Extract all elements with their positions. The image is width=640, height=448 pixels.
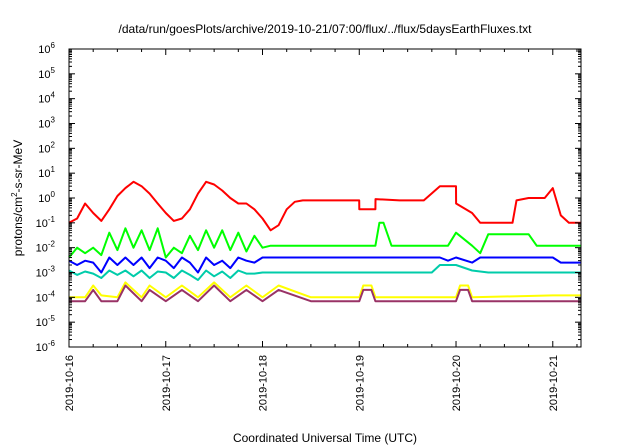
x-axis: 2019-10-16 2019-10-17 2019-10-18 2019-10-19…: [64, 49, 578, 411]
x-axis-label: Coordinated Universal Time (UTC): [233, 431, 417, 445]
y-tick-label: 10-2: [36, 240, 56, 255]
y-tick-label: 10-3: [36, 265, 56, 280]
y-tick-label: 103: [38, 116, 55, 131]
y-tick-label: 105: [38, 66, 55, 81]
series-line-2: [68, 256, 581, 274]
x-tick-label: 2019-10-16: [64, 355, 76, 411]
y-tick-label: 10-5: [36, 314, 56, 329]
y-tick-label: 10-1: [36, 215, 56, 230]
series-line-3: [68, 264, 581, 281]
series-line-4: [69, 281, 581, 299]
series-line-1: [68, 221, 581, 259]
y-tick-label: 10-4: [36, 289, 56, 304]
y-tick-label: 10-6: [36, 339, 56, 354]
series-line-5: [69, 284, 581, 303]
x-tick-label: 2019-10-21: [548, 355, 560, 411]
series-layer: [68, 180, 581, 303]
x-tick-label: 2019-10-18: [258, 355, 270, 411]
y-tick-label: 100: [38, 190, 55, 205]
y-tick-label: 104: [38, 91, 55, 106]
plot-frame: [68, 48, 582, 348]
series-line-0: [68, 180, 581, 232]
y-axis: 10-6 10-5 10-4 10-3 10-2 10-1 100 101 102 103 104 1…: [36, 41, 581, 354]
y-tick-label: 101: [38, 165, 55, 180]
y-axis-label: protons/cm2-s-sr-MeV: [10, 140, 25, 256]
x-tick-label: 2019-10-17: [161, 355, 173, 411]
y-tick-label: 102: [38, 140, 55, 155]
y-tick-label: 106: [38, 41, 55, 56]
x-tick-label: 2019-10-20: [451, 355, 463, 411]
chart-title: /data/run/goesPlots/archive/2019-10-21/0…: [119, 22, 533, 36]
x-tick-label: 2019-10-19: [354, 355, 366, 411]
